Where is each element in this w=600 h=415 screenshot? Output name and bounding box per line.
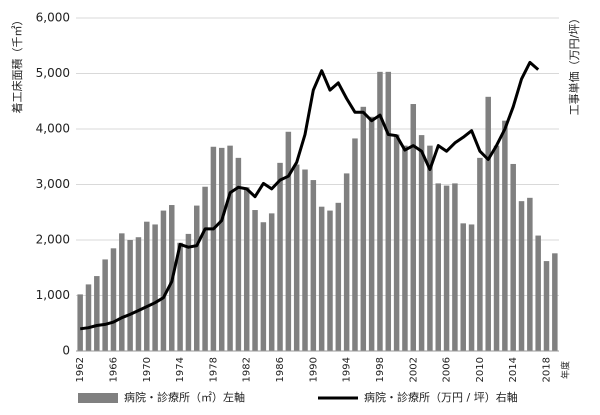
bar [202, 186, 208, 351]
bar [277, 162, 283, 351]
bar [144, 221, 150, 351]
bar [377, 71, 383, 352]
x-tick-label: 2006 [442, 357, 453, 382]
bar [343, 173, 350, 351]
x-tick-label: 1978 [208, 357, 219, 382]
y-tick-label: 4,000 [36, 122, 70, 136]
bar [543, 261, 550, 351]
bar [485, 96, 491, 351]
bar [327, 210, 333, 351]
bar [518, 201, 525, 351]
bar [218, 147, 225, 351]
bar [410, 104, 417, 352]
bar [152, 224, 158, 351]
line [80, 60, 540, 331]
bar [177, 242, 183, 351]
bar [252, 210, 258, 351]
bar [293, 164, 300, 351]
bar [127, 240, 133, 351]
x-tick-label: 2002 [408, 357, 419, 382]
x-tick-label: 1982 [242, 357, 253, 382]
bar [310, 180, 317, 351]
bar [335, 202, 342, 351]
x-tick-label: 1966 [108, 357, 119, 382]
bar [268, 213, 275, 351]
bar [460, 223, 466, 351]
y-axis-label: 着工床面積（千㎡） [10, 15, 24, 114]
bar [368, 116, 375, 351]
x-tick-label: 2018 [542, 357, 553, 382]
y-tick-label: 3,000 [36, 177, 70, 191]
x-tick-label: 1994 [342, 357, 353, 382]
bar [110, 248, 117, 351]
bar [435, 183, 441, 351]
x-tick-label: 1990 [308, 357, 319, 382]
bar [94, 276, 100, 351]
bar [77, 294, 83, 351]
bar [360, 106, 367, 351]
bar [493, 145, 500, 351]
x-tick-label: 1974 [175, 357, 186, 382]
bar [243, 187, 250, 351]
bar [227, 145, 233, 351]
bar [468, 224, 475, 351]
bar [385, 71, 392, 352]
bar [135, 237, 142, 351]
x-tick-label: 2010 [475, 357, 486, 382]
bar [119, 233, 125, 351]
bar [427, 145, 433, 351]
legend-label: 病院・診療所（万円 / 坪）右軸 [364, 390, 518, 404]
bar [477, 157, 483, 351]
x-tick-label: 1970 [142, 357, 153, 382]
bar [452, 183, 458, 351]
bar [210, 146, 217, 351]
bar [535, 235, 541, 351]
x-tick-label: 1998 [375, 357, 386, 382]
bar [260, 222, 267, 351]
y2-axis-label: 工事単価（万円/坪） [567, 13, 581, 116]
bar [510, 163, 516, 351]
bar [302, 169, 308, 351]
y-tick-label: 1,000 [36, 288, 70, 302]
x-tick-label: 1986 [275, 357, 286, 382]
x-axis-label: 年度 [560, 361, 572, 379]
bar [285, 131, 292, 351]
bar [443, 185, 450, 351]
bar [102, 259, 108, 351]
y-tick-label: 6,000 [36, 11, 70, 25]
legend-label: 病院・診療所（㎡）左軸 [124, 390, 245, 404]
y-tick-label: 2,000 [36, 233, 70, 247]
bar [160, 210, 167, 351]
x-tick-label: 2014 [508, 357, 519, 382]
bar [552, 253, 558, 351]
y-tick-label: 5,000 [36, 66, 70, 80]
bar [194, 205, 200, 351]
bar [418, 135, 425, 351]
legend-swatch [78, 393, 118, 403]
bar [185, 233, 192, 351]
bar [502, 120, 508, 351]
bar [235, 157, 242, 351]
x-tick-label: 1962 [75, 357, 86, 382]
bar [402, 145, 408, 351]
bar [318, 206, 325, 351]
bar [352, 138, 358, 351]
y-tick-label: 0 [62, 344, 70, 358]
bar [527, 197, 533, 351]
bar [85, 284, 92, 351]
bar [393, 134, 400, 351]
